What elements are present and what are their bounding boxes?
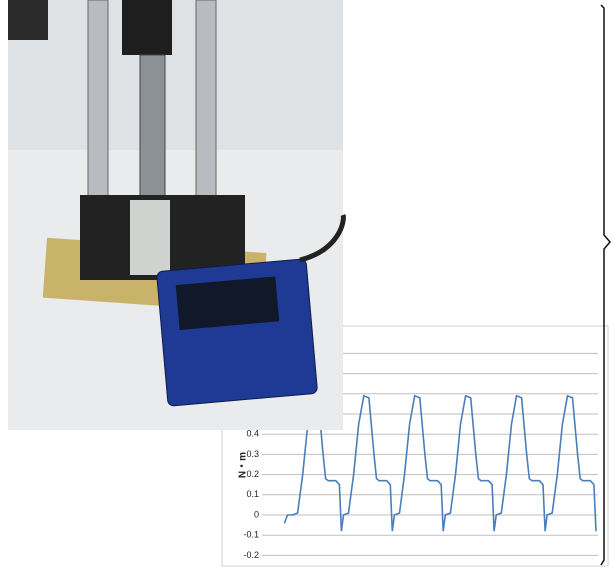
y-axis-label: N・m xyxy=(238,452,249,478)
y-tick-label: 0.3 xyxy=(246,449,259,459)
photo-holder xyxy=(130,200,170,275)
data-line xyxy=(283,394,597,532)
bracket xyxy=(600,4,611,566)
y-tick-label: 0.1 xyxy=(246,489,259,499)
photo-rod xyxy=(195,0,217,201)
photo-cable xyxy=(299,214,346,263)
photo-object xyxy=(8,0,48,40)
photo xyxy=(8,0,346,430)
y-tick-label: 0.4 xyxy=(246,429,259,439)
y-tick-label: -0.1 xyxy=(243,530,259,540)
y-tick-label: 0.2 xyxy=(246,469,259,479)
y-tick-label: -0.2 xyxy=(243,550,259,560)
photo-wall xyxy=(8,0,343,150)
photo-meter-display xyxy=(175,276,280,330)
y-tick-label: 0 xyxy=(254,509,259,519)
photo-shaft xyxy=(139,54,166,216)
photo-rod xyxy=(87,0,109,201)
photo-motor xyxy=(122,0,172,55)
